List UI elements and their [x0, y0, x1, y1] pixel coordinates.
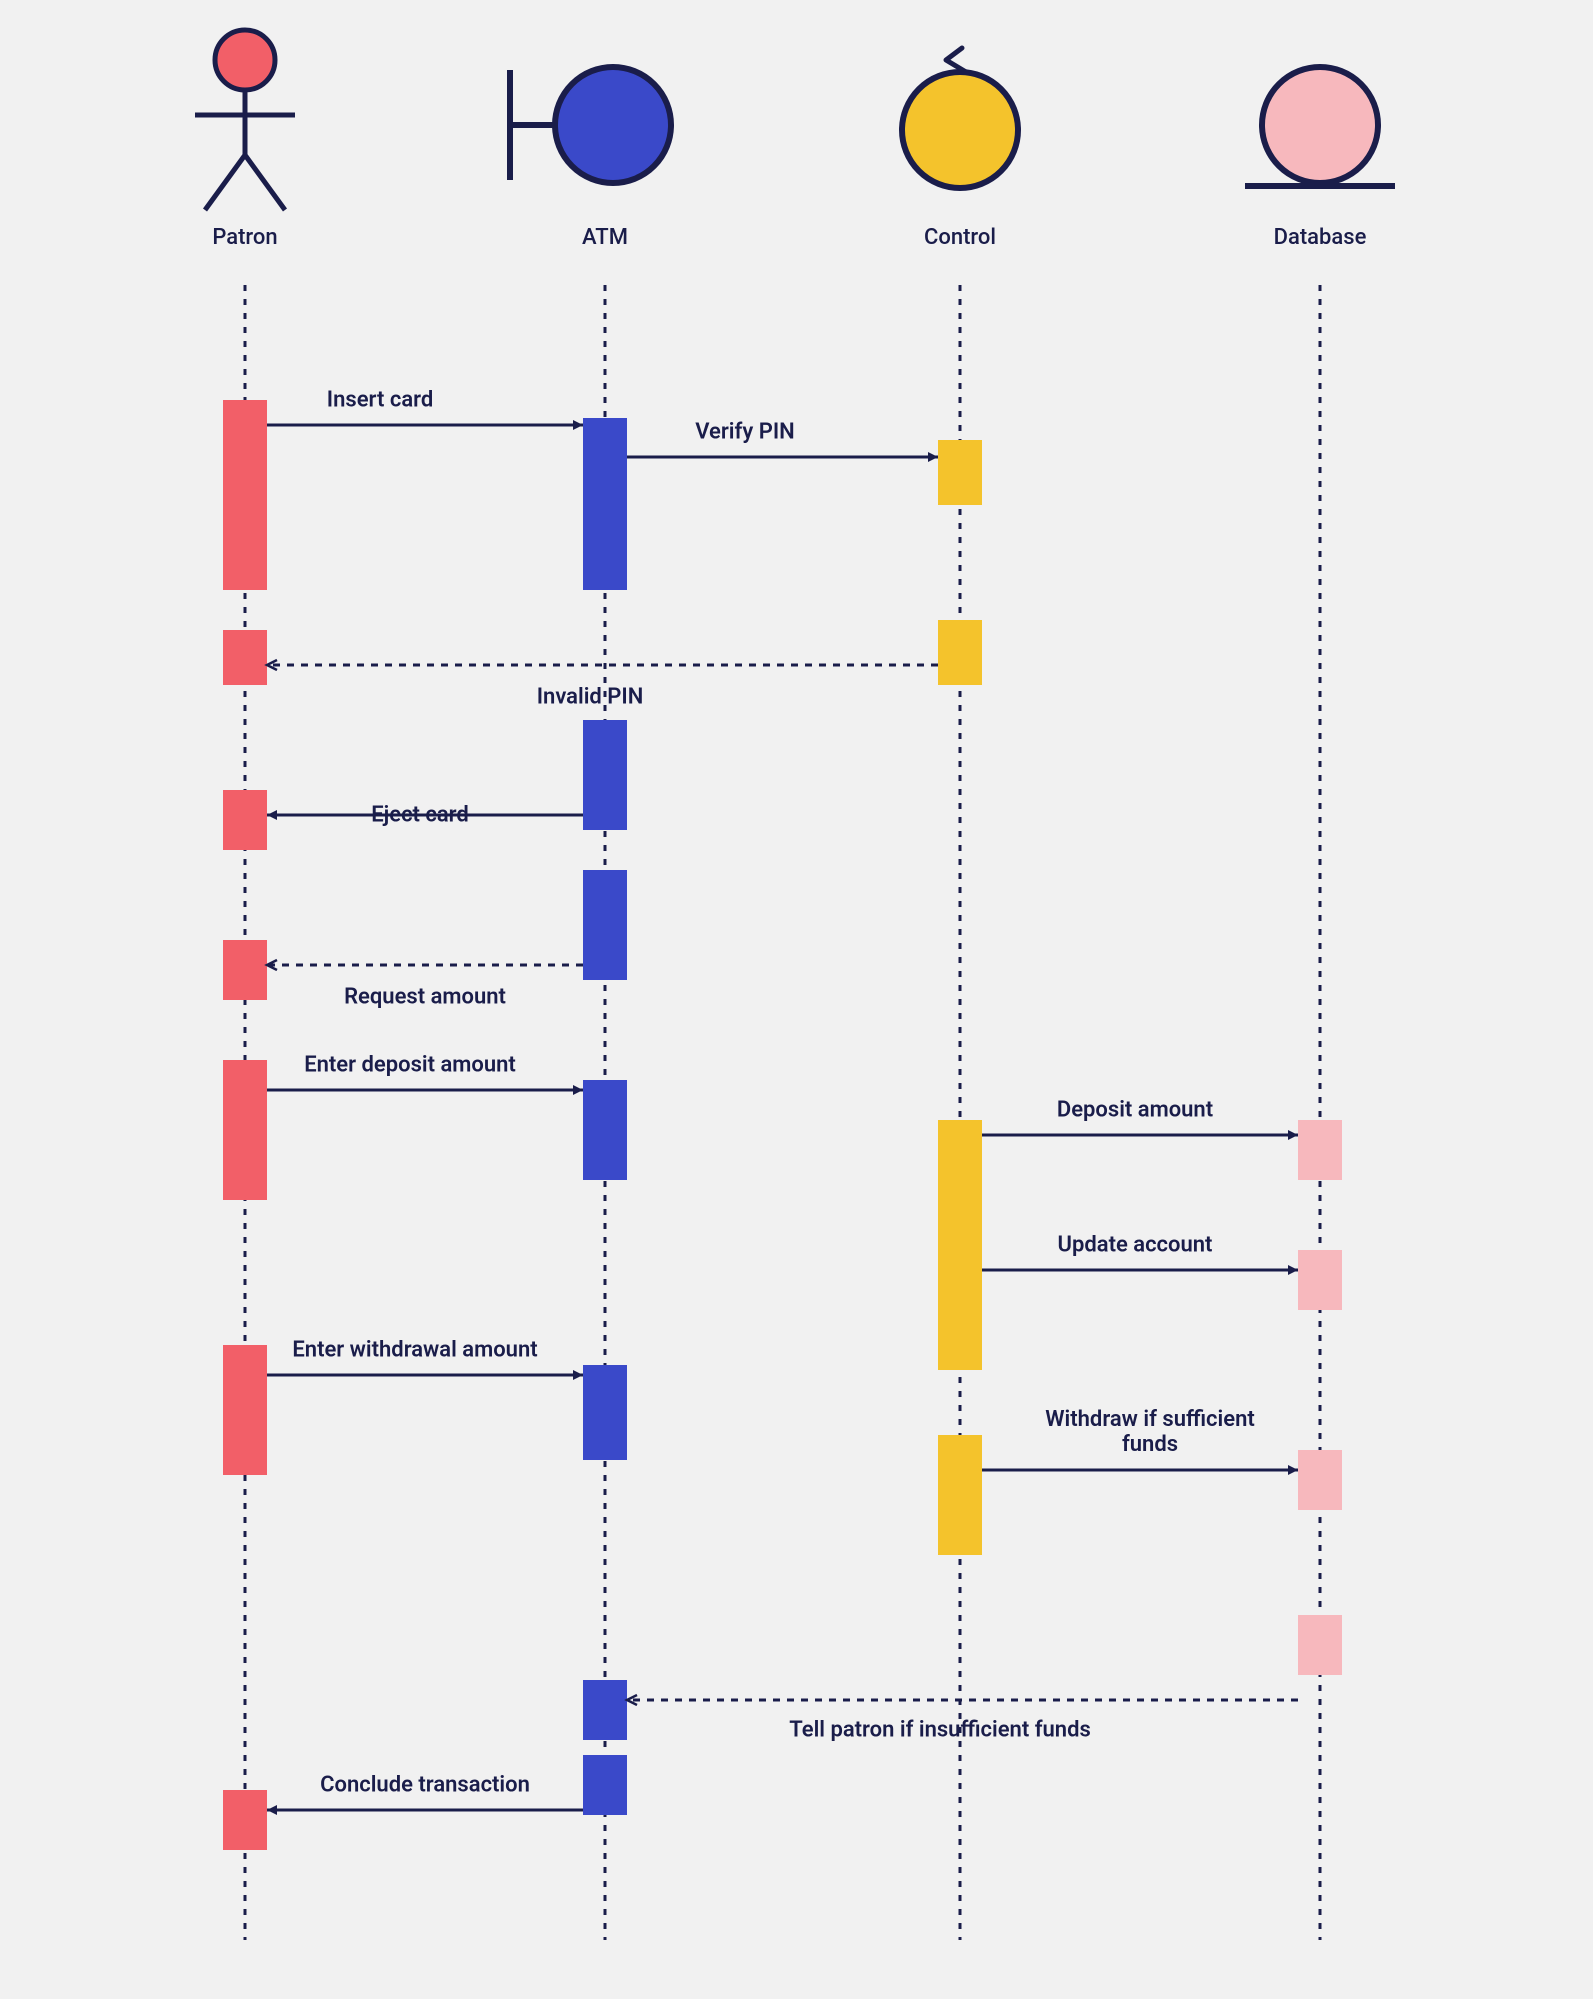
- activation-database-18: [1298, 1615, 1342, 1675]
- actor-label-atm: ATM: [582, 225, 628, 250]
- message-label-8: Enter withdrawal amount: [292, 1338, 537, 1363]
- diagram-svg: [0, 0, 1593, 1999]
- message-label-7: Update account: [1058, 1233, 1213, 1258]
- activation-database-12: [1298, 1120, 1342, 1180]
- activation-patron-21: [223, 1790, 267, 1850]
- activation-patron-9: [223, 1060, 267, 1200]
- activation-control-11: [938, 1120, 982, 1370]
- activation-control-16: [938, 1435, 982, 1555]
- activation-atm-19: [583, 1680, 627, 1740]
- activation-database-17: [1298, 1450, 1342, 1510]
- activation-database-13: [1298, 1250, 1342, 1310]
- activation-control-2: [938, 440, 982, 505]
- message-label-3: Eject card: [371, 803, 469, 828]
- actor-atm: [510, 67, 671, 183]
- message-label-11: Conclude transaction: [320, 1773, 530, 1798]
- activation-atm-20: [583, 1755, 627, 1815]
- activation-atm-5: [583, 720, 627, 830]
- message-label-6: Deposit amount: [1057, 1098, 1213, 1123]
- activation-patron-0: [223, 400, 267, 590]
- message-label-9: Withdraw if sufficient funds: [1045, 1407, 1255, 1457]
- activation-atm-10: [583, 1080, 627, 1180]
- activation-control-4: [938, 620, 982, 685]
- message-label-10: Tell patron if insufficient funds: [789, 1718, 1091, 1743]
- message-label-4: Request amount: [344, 985, 506, 1010]
- message-label-0: Insert card: [327, 388, 433, 413]
- activation-atm-1: [583, 418, 627, 590]
- message-label-2: Invalid PIN: [537, 685, 644, 710]
- activation-atm-7: [583, 870, 627, 980]
- activation-patron-3: [223, 630, 267, 685]
- actor-database: [1245, 67, 1395, 186]
- activation-atm-15: [583, 1365, 627, 1460]
- actor-patron: [195, 30, 295, 210]
- activation-patron-14: [223, 1345, 267, 1475]
- activation-patron-6: [223, 790, 267, 850]
- sequence-diagram: Patron ATM Control Database Insert card Verif…: [0, 0, 1593, 1999]
- actor-label-patron: Patron: [212, 225, 277, 250]
- message-label-5: Enter deposit amount: [304, 1053, 516, 1078]
- message-label-1: Verify PIN: [695, 420, 795, 445]
- actor-label-control: Control: [924, 225, 996, 250]
- activation-patron-8: [223, 940, 267, 1000]
- actor-label-database: Database: [1274, 225, 1367, 250]
- actor-control: [902, 48, 1018, 188]
